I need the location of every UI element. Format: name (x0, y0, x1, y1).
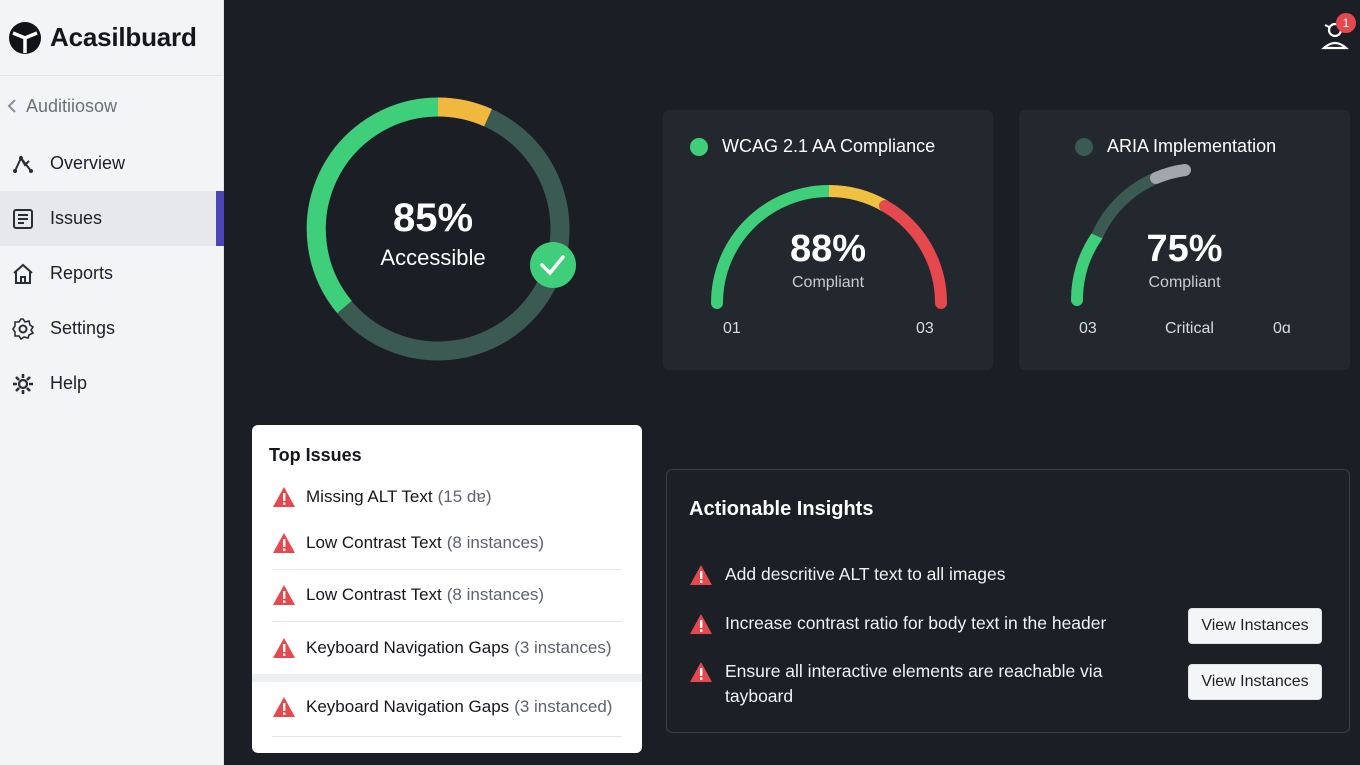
issue-name: Keyboard Navigation Gaps (306, 697, 510, 716)
insight-item: Ensure all interactive elements are reac… (689, 659, 1119, 709)
warning-icon (273, 487, 295, 507)
status-dot (1075, 137, 1093, 156)
donut-progress-green (306, 97, 439, 314)
sidebar: Acasilbuard Auditiiosow Overview Issues … (0, 0, 224, 765)
sidebar-item-overview[interactable]: Overview (0, 136, 223, 191)
overall-percent: 85% (392, 196, 474, 240)
overall-label: Accessible (380, 245, 486, 270)
insight-text: Ensure all interactive elements are reac… (725, 661, 1103, 706)
brand-name: Acasilbuard (50, 22, 197, 52)
warning-icon (273, 533, 295, 553)
aria-percent: 75% (1146, 228, 1223, 270)
issue-item[interactable]: Keyboard Navigation Gaps (3 instances) (272, 626, 624, 670)
check-icon (540, 255, 565, 276)
notification-badge[interactable]: 1 (1336, 13, 1356, 33)
issue-name: Low Contrast Text (306, 585, 442, 604)
divider (252, 674, 642, 682)
overall-score-donut (298, 96, 578, 371)
view-instances-button[interactable]: View Instances (1188, 608, 1322, 644)
issue-item[interactable]: Keyboard Navigation Gaps (3 instanced) (272, 685, 624, 729)
aria-status: Compliant (1148, 274, 1221, 291)
warning-icon (273, 585, 295, 605)
issue-name: Keyboard Navigation Gaps (306, 638, 510, 657)
sidebar-item-help[interactable]: Help (0, 356, 223, 411)
sidebar-item-label: Settings (50, 318, 116, 338)
issue-item[interactable]: Low Contrast Text (8 instances) (272, 521, 624, 565)
sidebar-item-label: Reports (50, 263, 114, 283)
wcag-tick-right: 03 (916, 320, 934, 337)
warning-icon (273, 638, 295, 658)
warning-icon (690, 662, 712, 682)
gear-icon (10, 316, 36, 342)
wcag-card-title: WCAG 2.1 AA Compliance (690, 136, 935, 157)
issue-count: (15 dɐ) (437, 487, 492, 506)
issue-item[interactable]: Low Contrast Text (8 instances) (272, 573, 624, 617)
issue-name: Low Contrast Text (306, 533, 442, 552)
top-issues-panel: Top Issues Missing ALT Text (15 dɐ) Low … (252, 425, 642, 753)
chevron-left-icon (7, 99, 16, 113)
actionable-insights-panel: Actionable Insights Add descritive ALT t… (666, 469, 1350, 733)
view-instances-button[interactable]: View Instances (1188, 664, 1322, 700)
status-dot (690, 137, 708, 156)
sidebar-item-label: Help (50, 373, 88, 393)
issue-count: (3 instances) (514, 638, 612, 657)
sidebar-item-settings[interactable]: Settings (0, 301, 223, 356)
aria-tick-left: 03 (1079, 320, 1097, 337)
wcag-compliance-card: WCAG 2.1 AA Compliance 88% Compliant 01 … (663, 110, 993, 370)
check-badge (530, 242, 576, 288)
brand[interactable]: Acasilbuard (0, 0, 223, 76)
issue-count: (8 instances) (446, 585, 545, 604)
sidebar-item-issues[interactable]: Issues (0, 191, 224, 246)
insights-title: Actionable Insights (689, 498, 874, 520)
overall-score: 85% Accessible (298, 196, 568, 271)
divider (272, 736, 622, 737)
aria-tick-right: 0ɑ (1273, 320, 1291, 337)
divider (272, 621, 622, 622)
aria-tick-mid: Critical (1165, 320, 1214, 337)
wcag-percent: 88% (789, 228, 867, 270)
issue-item[interactable]: Missing ALT Text (15 dɐ) (272, 475, 624, 519)
warning-icon (690, 614, 712, 634)
insight-text: Increase contrast ratio for body text in… (725, 613, 1107, 633)
aria-card-title: ARIA Implementation (1075, 136, 1276, 157)
issue-count: (3 instanced) (514, 697, 613, 716)
insight-text: Add descritive ALT text to all images (725, 564, 1006, 584)
wcag-status: Compliant (791, 274, 865, 291)
issue-name: Missing ALT Text (306, 487, 433, 506)
wcag-title-text: WCAG 2.1 AA Compliance (722, 136, 936, 156)
top-issues-title: Top Issues (269, 445, 362, 465)
back-label: Auditiiosow (26, 95, 118, 116)
sidebar-item-label: Issues (50, 208, 103, 228)
insight-item: Increase contrast ratio for body text in… (689, 611, 1159, 636)
insight-item: Add descritive ALT text to all images (689, 562, 1149, 587)
sidebar-item-reports[interactable]: Reports (0, 246, 223, 301)
home-icon (10, 261, 36, 287)
divider (272, 569, 622, 570)
cog-icon (10, 371, 36, 397)
aria-title-text: ARIA Implementation (1107, 136, 1277, 156)
wcag-gauge (711, 185, 947, 309)
overview-icon (10, 151, 36, 177)
wcag-tick-left: 01 (723, 320, 741, 337)
back-link[interactable]: Auditiiosow (0, 76, 223, 136)
aria-gauge (1070, 164, 1191, 306)
donut-progress-amber (437, 97, 492, 127)
warning-icon (273, 697, 295, 717)
sidebar-item-label: Overview (50, 153, 126, 173)
issues-icon (10, 206, 36, 232)
aria-implementation-card: ARIA Implementation 75% Compliant 03 Cri… (1019, 110, 1350, 370)
warning-icon (690, 565, 712, 585)
brand-logo-icon (9, 21, 41, 54)
issue-count: (8 instances) (446, 533, 545, 552)
